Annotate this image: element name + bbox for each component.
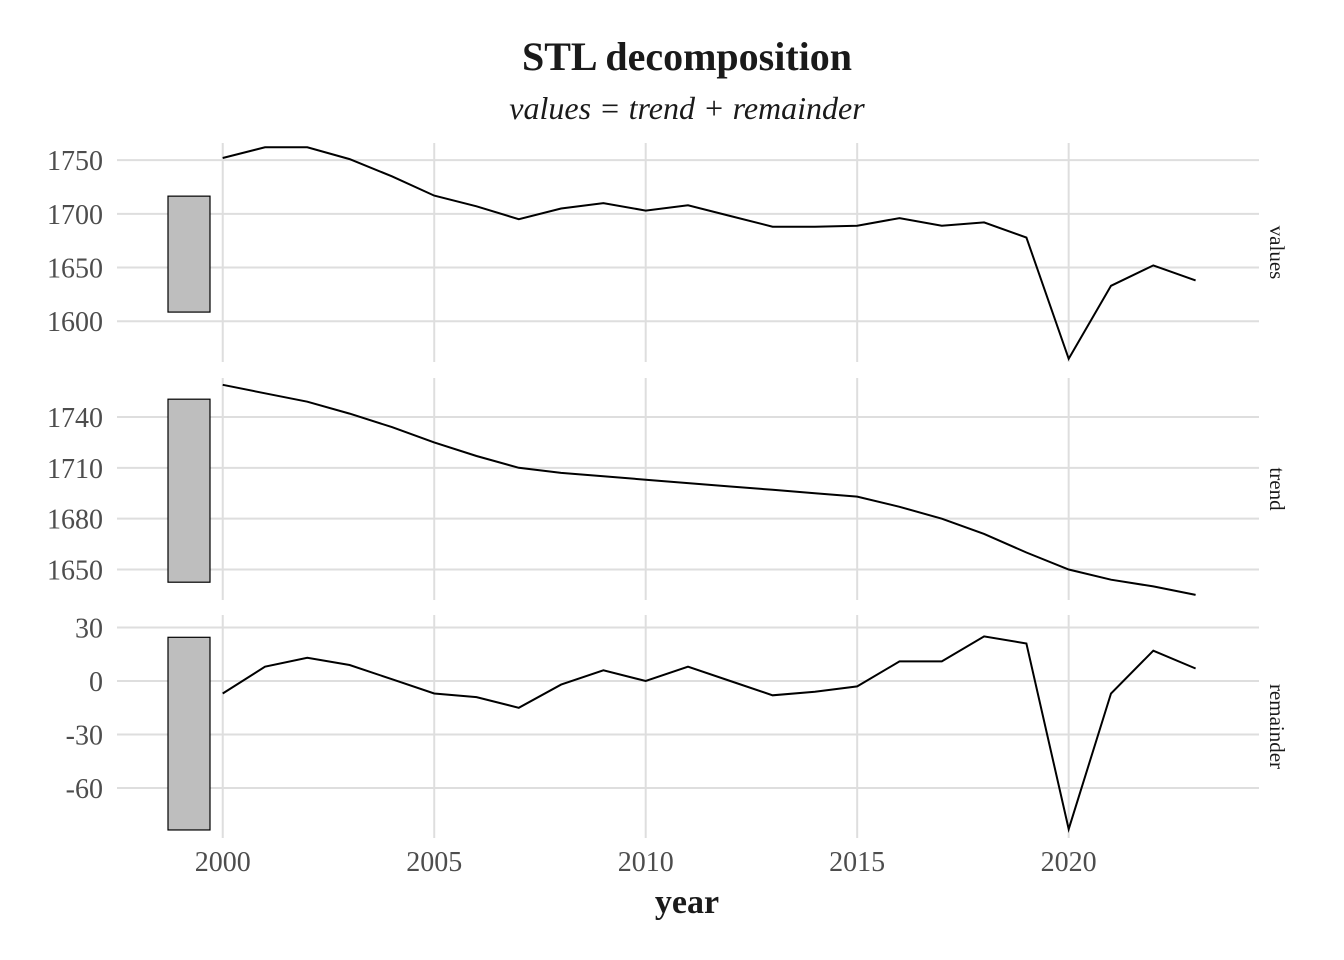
facet-panels: 1600 1650 1700 1750 values 1650 1680 1710 1740 tr… xyxy=(47,143,1289,838)
y-tick-label: 1700 xyxy=(47,200,103,231)
y-tick-label: 1750 xyxy=(47,146,103,177)
x-tick-label: 2005 xyxy=(406,847,462,878)
y-tick-label: -60 xyxy=(66,774,103,805)
series-line-remainder xyxy=(222,635,1196,833)
y-tick-label: 0 xyxy=(89,667,103,698)
x-axis-label: year xyxy=(655,884,719,921)
x-tick-label: 2000 xyxy=(195,847,251,878)
x-tick-label: 2020 xyxy=(1041,847,1097,878)
chart-subtitle: values = trend + remainder xyxy=(509,90,865,126)
range-bar-trend xyxy=(167,398,211,583)
y-tick-label: 1650 xyxy=(47,254,103,285)
range-bar-remainder xyxy=(167,636,211,831)
x-tick-label: 2015 xyxy=(829,847,885,878)
y-tick-label: 1680 xyxy=(47,505,103,536)
y-tick-label: 1740 xyxy=(47,403,103,434)
strip-label-values: values xyxy=(1265,226,1289,280)
y-tick-label: 30 xyxy=(75,613,103,644)
panel-values: 1600 1650 1700 1750 values xyxy=(47,143,1289,362)
panel-trend: 1650 1680 1710 1740 trend xyxy=(47,378,1289,600)
y-tick-label: 1650 xyxy=(47,555,103,586)
x-tick-label: 2010 xyxy=(618,847,674,878)
series-line-trend xyxy=(222,383,1196,596)
y-tick-label: -30 xyxy=(66,721,103,752)
chart-title: STL decomposition xyxy=(522,34,852,79)
x-axis: 2000 2005 2010 2015 2020 xyxy=(195,847,1097,878)
panel-remainder: -60 -30 0 30 remainder xyxy=(66,613,1289,838)
series-line-values xyxy=(222,146,1196,362)
y-tick-label: 1710 xyxy=(47,454,103,485)
range-bar-values xyxy=(167,195,211,313)
strip-label-trend: trend xyxy=(1265,467,1289,511)
strip-label-remainder: remainder xyxy=(1265,684,1289,769)
y-tick-label: 1600 xyxy=(47,307,103,338)
